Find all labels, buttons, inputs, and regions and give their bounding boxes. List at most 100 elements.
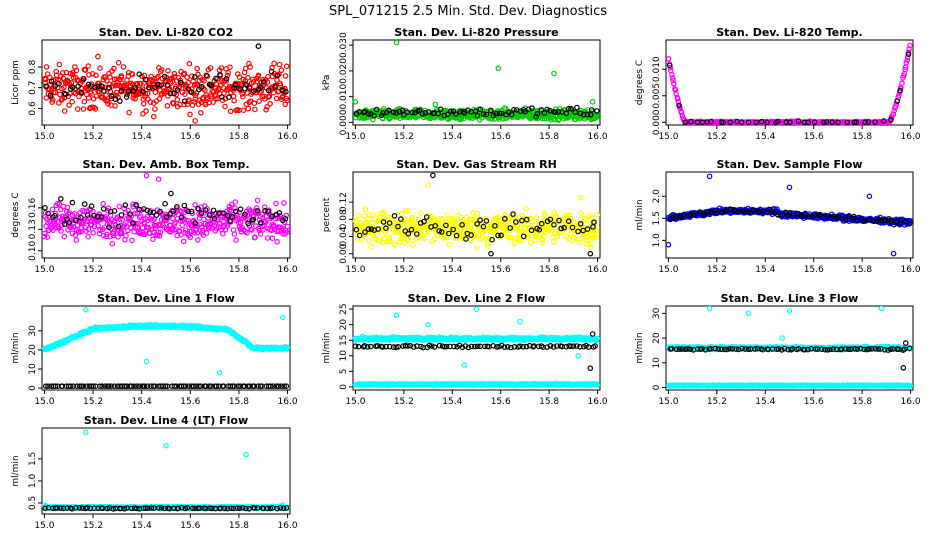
data-point xyxy=(172,219,179,225)
data-point xyxy=(577,110,584,117)
data-point xyxy=(400,220,406,227)
data-point xyxy=(764,119,770,126)
data-point xyxy=(201,210,207,216)
data-point xyxy=(533,113,540,120)
data-point xyxy=(774,118,781,125)
data-point xyxy=(181,101,187,108)
data-point xyxy=(460,109,467,115)
data-point xyxy=(78,225,85,231)
panel-title: Stan. Dev. Sample Flow xyxy=(716,158,862,171)
data-point xyxy=(439,216,446,223)
data-point xyxy=(555,109,562,115)
data-point xyxy=(53,68,60,75)
data-point xyxy=(727,119,734,126)
data-point xyxy=(574,104,580,111)
data-point xyxy=(229,214,236,220)
data-point xyxy=(202,207,209,213)
data-point xyxy=(738,119,745,125)
data-point xyxy=(544,106,550,113)
data-point xyxy=(409,109,416,116)
data-point xyxy=(127,211,134,217)
data-point xyxy=(181,202,188,209)
data-point xyxy=(282,73,289,79)
data-point xyxy=(151,216,157,222)
data-point xyxy=(480,111,487,117)
data-point xyxy=(150,236,156,243)
y-tick-label: 0.020 xyxy=(339,58,349,84)
data-point xyxy=(150,209,157,216)
y-tick-label: 10 xyxy=(28,363,38,375)
data-point xyxy=(461,110,468,116)
data-point xyxy=(538,107,545,113)
panel-title: Stan. Dev. Gas Stream RH xyxy=(396,158,557,171)
data-point xyxy=(844,119,851,126)
data-point xyxy=(551,70,557,77)
y-tick-label: 0.005 xyxy=(652,83,662,109)
data-point xyxy=(115,59,122,66)
data-point xyxy=(189,73,195,80)
data-point xyxy=(443,235,450,241)
data-point xyxy=(209,93,215,100)
data-point xyxy=(94,214,101,220)
data-point xyxy=(366,211,373,218)
data-point xyxy=(198,110,204,116)
data-point xyxy=(130,220,136,227)
data-point xyxy=(81,208,88,215)
data-point xyxy=(853,119,860,126)
data-point xyxy=(54,218,61,225)
data-point xyxy=(146,84,152,91)
data-point xyxy=(43,64,50,70)
data-point xyxy=(185,208,192,215)
data-point xyxy=(136,71,143,78)
data-point xyxy=(59,70,66,76)
data-point xyxy=(108,93,115,100)
data-point xyxy=(278,67,285,73)
data-point xyxy=(461,362,468,368)
y-tick-label: 0.00 xyxy=(339,243,349,263)
data-point xyxy=(50,227,56,233)
data-point xyxy=(269,235,276,242)
data-point xyxy=(88,203,95,210)
data-point xyxy=(143,108,149,114)
x-tick-label: 15.6 xyxy=(491,265,511,275)
data-point xyxy=(185,79,192,86)
x-tick-label: 16.0 xyxy=(278,397,298,407)
data-point xyxy=(239,91,246,97)
x-tick-label: 15.2 xyxy=(707,265,727,275)
data-point xyxy=(57,91,63,98)
data-point xyxy=(174,87,181,93)
y-tick-label: 0.16 xyxy=(28,198,38,218)
data-point xyxy=(73,217,79,224)
data-point xyxy=(674,96,681,102)
data-point xyxy=(47,92,54,99)
data-point xyxy=(263,107,269,113)
data-point xyxy=(161,73,168,80)
data-point xyxy=(179,222,186,229)
y-tick-label: 0.000 xyxy=(339,109,349,135)
data-point xyxy=(880,118,887,124)
data-point xyxy=(202,87,208,93)
chart-panel: Stan. Dev. Amb. Box Temp.15.0 15.2 15.4 15.… xyxy=(11,158,298,275)
panel-title: Stan. Dev. Li-820 CO2 xyxy=(99,26,234,39)
x-tick-label: 15.0 xyxy=(34,397,54,407)
data-point xyxy=(233,237,239,243)
data-point xyxy=(284,97,291,104)
data-point xyxy=(404,109,411,115)
data-point xyxy=(133,202,139,208)
data-point xyxy=(708,118,714,125)
data-point xyxy=(274,239,280,245)
data-point xyxy=(482,236,489,242)
data-point xyxy=(237,219,244,226)
data-point xyxy=(283,63,290,70)
data-point xyxy=(61,233,68,240)
data-point xyxy=(52,212,58,219)
data-point xyxy=(163,214,170,221)
data-point xyxy=(152,106,158,112)
data-point xyxy=(383,227,390,234)
data-point xyxy=(429,238,435,245)
data-point xyxy=(905,51,912,58)
data-point xyxy=(589,99,596,105)
data-point xyxy=(805,119,811,126)
data-point xyxy=(416,107,423,114)
